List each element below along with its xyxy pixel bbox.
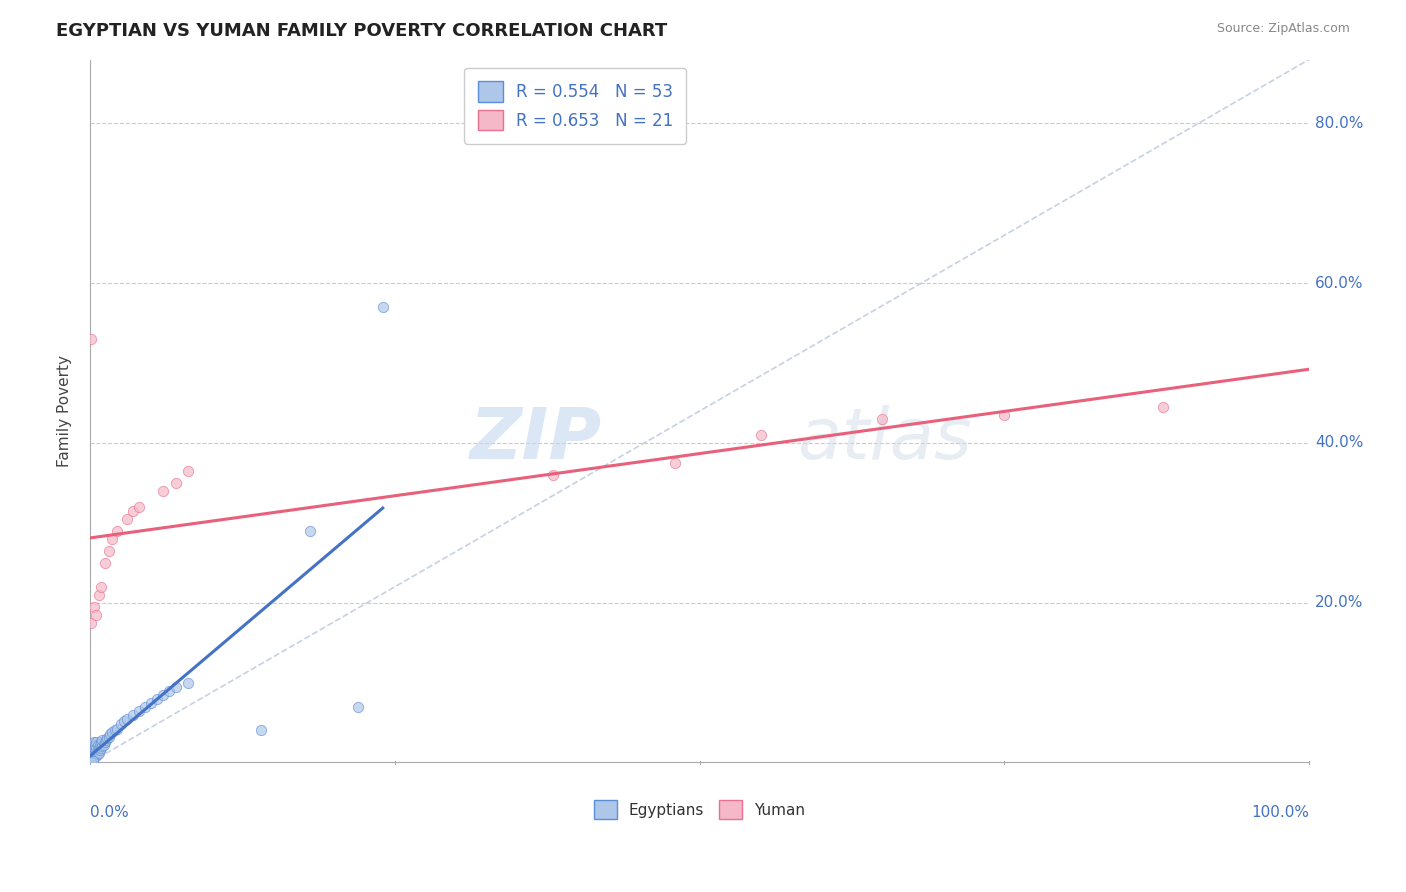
Point — [134, 699, 156, 714]
Point — [83, 599, 105, 614]
Point — [993, 408, 1015, 422]
Point — [86, 738, 108, 752]
Point — [87, 741, 110, 756]
Point — [80, 615, 103, 630]
Text: 80.0%: 80.0% — [1315, 116, 1364, 131]
Point — [122, 707, 145, 722]
Point — [83, 741, 105, 756]
Point — [87, 588, 110, 602]
Point — [84, 738, 107, 752]
Point — [84, 743, 107, 757]
Point — [90, 580, 112, 594]
Point — [89, 738, 111, 752]
Point — [80, 746, 103, 760]
Point — [177, 464, 200, 478]
Point — [86, 741, 108, 756]
Point — [86, 746, 108, 760]
Point — [83, 746, 105, 760]
Point — [82, 750, 104, 764]
Point — [86, 735, 108, 749]
Point — [112, 714, 135, 728]
Point — [105, 722, 128, 736]
Point — [80, 751, 103, 765]
Point — [87, 746, 110, 760]
Point — [165, 680, 187, 694]
Point — [101, 532, 124, 546]
Point — [82, 739, 104, 754]
Text: ZIP: ZIP — [470, 405, 602, 474]
Point — [104, 723, 127, 738]
Point — [97, 543, 120, 558]
Point — [86, 749, 108, 764]
Point — [86, 747, 108, 762]
Point — [96, 731, 118, 746]
Point — [82, 747, 104, 762]
Point — [90, 741, 112, 756]
Point — [94, 733, 117, 747]
Point — [83, 735, 105, 749]
Point — [115, 712, 138, 726]
Point — [128, 704, 150, 718]
Point — [84, 747, 107, 762]
Point — [110, 717, 132, 731]
Point — [152, 688, 174, 702]
Point — [93, 738, 115, 752]
Point — [82, 754, 104, 768]
Point — [91, 739, 114, 754]
Text: 100.0%: 100.0% — [1251, 805, 1309, 820]
Point — [91, 733, 114, 747]
Point — [97, 730, 120, 744]
Point — [115, 512, 138, 526]
Point — [177, 675, 200, 690]
Point — [80, 332, 103, 346]
Point — [90, 735, 112, 749]
Point — [101, 725, 124, 739]
Point — [1152, 400, 1174, 414]
Y-axis label: Family Poverty: Family Poverty — [58, 355, 72, 467]
Point — [98, 727, 121, 741]
Text: 20.0%: 20.0% — [1315, 595, 1364, 610]
Point — [80, 756, 103, 770]
Point — [94, 735, 117, 749]
Text: Source: ZipAtlas.com: Source: ZipAtlas.com — [1216, 22, 1350, 36]
Text: atlas: atlas — [797, 405, 972, 474]
Point — [152, 483, 174, 498]
Text: 0.0%: 0.0% — [90, 805, 129, 820]
Text: 60.0%: 60.0% — [1315, 276, 1364, 291]
Point — [94, 556, 117, 570]
Point — [82, 743, 104, 757]
Point — [347, 699, 370, 714]
Text: 40.0%: 40.0% — [1315, 435, 1364, 450]
Point — [146, 691, 169, 706]
Point — [543, 467, 565, 482]
Point — [165, 475, 187, 490]
Legend: Egyptians, Yuman: Egyptians, Yuman — [588, 794, 811, 825]
Point — [83, 749, 105, 764]
Point — [105, 524, 128, 538]
Point — [250, 723, 273, 738]
Point — [141, 696, 163, 710]
Point — [872, 412, 894, 426]
Point — [128, 500, 150, 514]
Point — [86, 607, 108, 622]
Point — [298, 524, 321, 538]
Point — [159, 683, 181, 698]
Text: EGYPTIAN VS YUMAN FAMILY POVERTY CORRELATION CHART: EGYPTIAN VS YUMAN FAMILY POVERTY CORRELA… — [56, 22, 668, 40]
Point — [371, 300, 394, 314]
Point — [122, 504, 145, 518]
Point — [749, 428, 772, 442]
Point — [89, 743, 111, 757]
Point — [80, 749, 103, 764]
Point — [86, 742, 108, 756]
Point — [664, 456, 686, 470]
